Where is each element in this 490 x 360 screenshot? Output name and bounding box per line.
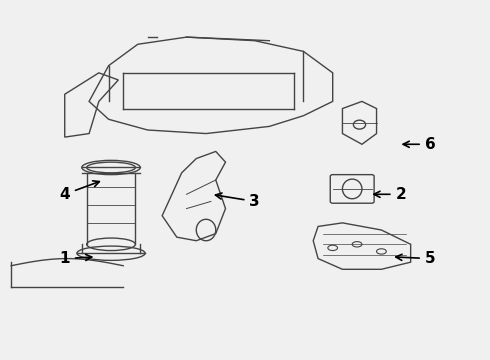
Text: 6: 6 [403, 137, 436, 152]
Text: 2: 2 [374, 187, 406, 202]
Text: 5: 5 [396, 251, 436, 266]
Text: 3: 3 [216, 193, 260, 209]
Text: 1: 1 [59, 251, 92, 266]
Text: 4: 4 [59, 181, 99, 202]
